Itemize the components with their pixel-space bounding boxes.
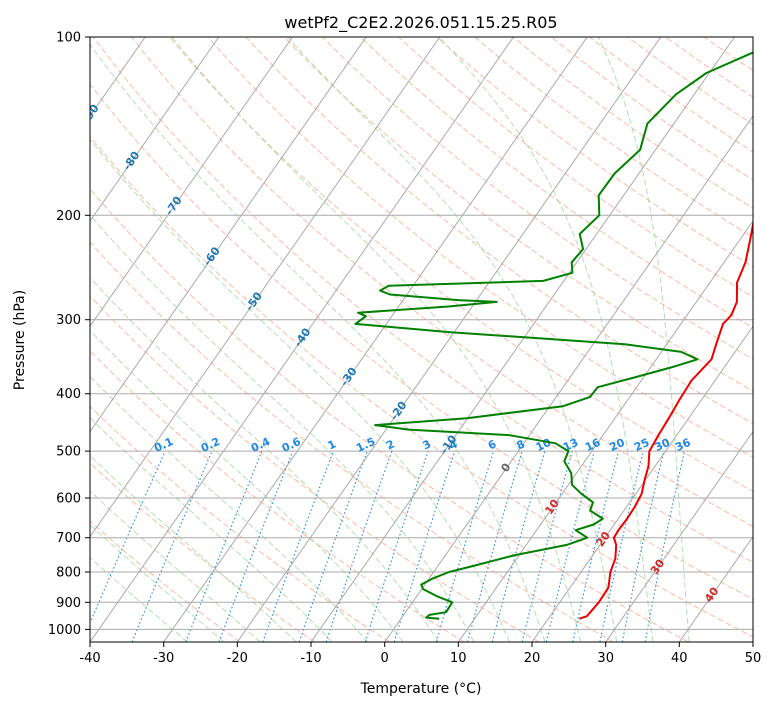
moist-adiabats	[90, 37, 690, 642]
dry-adiabat	[360, 37, 753, 329]
isotherm-line	[90, 37, 441, 538]
moist-adiabat	[171, 37, 582, 642]
plot-frame	[89, 36, 754, 643]
y-axis-label: Pressure (hPa)	[12, 290, 28, 390]
x-tick-label: 20	[524, 651, 541, 666]
isotherm-line	[384, 114, 753, 642]
isotherm-line	[90, 37, 367, 433]
mixing-ratio-line	[298, 450, 368, 642]
moist-adiabat	[90, 524, 225, 642]
isotherm-label: -90	[80, 102, 102, 126]
moist-adiabat	[90, 490, 261, 642]
isotherm-line	[163, 37, 588, 642]
x-tick-label: -20	[227, 651, 248, 666]
x-tick-label: 0	[381, 651, 389, 666]
mixing-ratio-line	[572, 450, 620, 642]
x-axis-label: Temperature (°C)	[360, 681, 482, 697]
pressure-gridlines	[90, 37, 753, 630]
mixing-ratio-line	[90, 450, 166, 625]
moist-adiabat	[597, 37, 690, 642]
dry-adiabat	[90, 295, 540, 642]
moist-adiabat	[90, 556, 188, 642]
y-tick-label: 100	[56, 31, 81, 46]
isotherm-line	[457, 220, 753, 642]
isotherm-line	[310, 37, 735, 642]
moist-adiabat	[438, 37, 654, 642]
y-tick-label: 700	[56, 531, 81, 546]
isotherm-line	[236, 37, 662, 642]
x-tick-label: -10	[300, 651, 321, 666]
mixing-ratio-label: 25	[632, 436, 651, 454]
moist-adiabat	[90, 214, 475, 642]
isotherm-line	[90, 37, 220, 222]
mixing-ratio-line	[364, 450, 429, 642]
dry-adiabat	[169, 37, 753, 492]
isotherm-line	[90, 37, 514, 642]
y-tick-label: 200	[56, 209, 81, 224]
sounding-series	[354, 51, 753, 620]
mixing-ratio-line	[131, 450, 213, 642]
x-tick-label: 30	[597, 651, 614, 666]
chart-title: wetPf2_C2E2.2026.051.15.25.R05	[284, 13, 557, 33]
isotherm-line	[90, 37, 293, 328]
dry-adiabat	[283, 37, 753, 392]
y-tick-label: 300	[56, 313, 81, 328]
dry-adiabats	[90, 37, 753, 642]
dry-adiabat	[90, 241, 614, 642]
mixing-ratio-line	[521, 450, 573, 642]
moist-adiabat	[90, 375, 369, 642]
mixing-ratio-lines	[90, 450, 686, 642]
moist-adiabat	[90, 138, 510, 642]
y-tick-label: 600	[56, 492, 81, 507]
mixing-ratio-label: 30	[653, 436, 673, 454]
y-axis: 100 200 300 400 500 600 700 800 900 1000	[48, 31, 90, 638]
dry-adiabat	[321, 37, 753, 360]
x-tick-label: 10	[450, 651, 467, 666]
y-tick-label: 400	[56, 387, 81, 402]
mixing-ratio-label: 16	[583, 436, 603, 454]
moist-adiabat	[90, 417, 333, 642]
dry-adiabat	[90, 83, 753, 600]
mixing-ratio-label: 20	[607, 436, 627, 454]
y-tick-label: 800	[56, 566, 81, 581]
y-tick-label: 500	[56, 445, 81, 460]
dry-adiabat	[90, 188, 689, 642]
x-tick-label: 40	[671, 651, 688, 666]
mixing-ratio-label: 36	[673, 436, 693, 454]
mixing-ratio-line	[185, 450, 263, 642]
isotherms	[90, 37, 753, 642]
y-tick-label: 1000	[48, 623, 81, 638]
isotherm-line	[605, 430, 753, 642]
dry-adiabat	[90, 462, 315, 642]
x-tick-label: -40	[79, 651, 100, 666]
dry-adiabat	[131, 37, 753, 527]
x-tick-label: -30	[153, 651, 174, 666]
y-tick-label: 900	[56, 596, 81, 611]
mixing-ratio-line	[435, 450, 495, 642]
dry-adiabat	[90, 350, 465, 642]
isotherm-line	[531, 325, 753, 642]
mixing-ratio-line	[599, 450, 644, 642]
x-tick-label: 50	[745, 651, 762, 666]
x-axis: -40 -30 -20 -10 0 10 20 30 40 50	[79, 642, 761, 666]
mixing-ratio-line	[325, 450, 393, 642]
isotherm-line	[678, 535, 753, 642]
mixing-ratio-line	[466, 450, 523, 642]
mixing-ratio-line	[218, 450, 294, 642]
mixing-ratio-line	[262, 450, 334, 642]
temperature-line	[578, 219, 753, 620]
dewpoint-line	[354, 51, 753, 620]
moist-adiabat	[90, 276, 439, 642]
dry-adiabat	[90, 405, 390, 642]
